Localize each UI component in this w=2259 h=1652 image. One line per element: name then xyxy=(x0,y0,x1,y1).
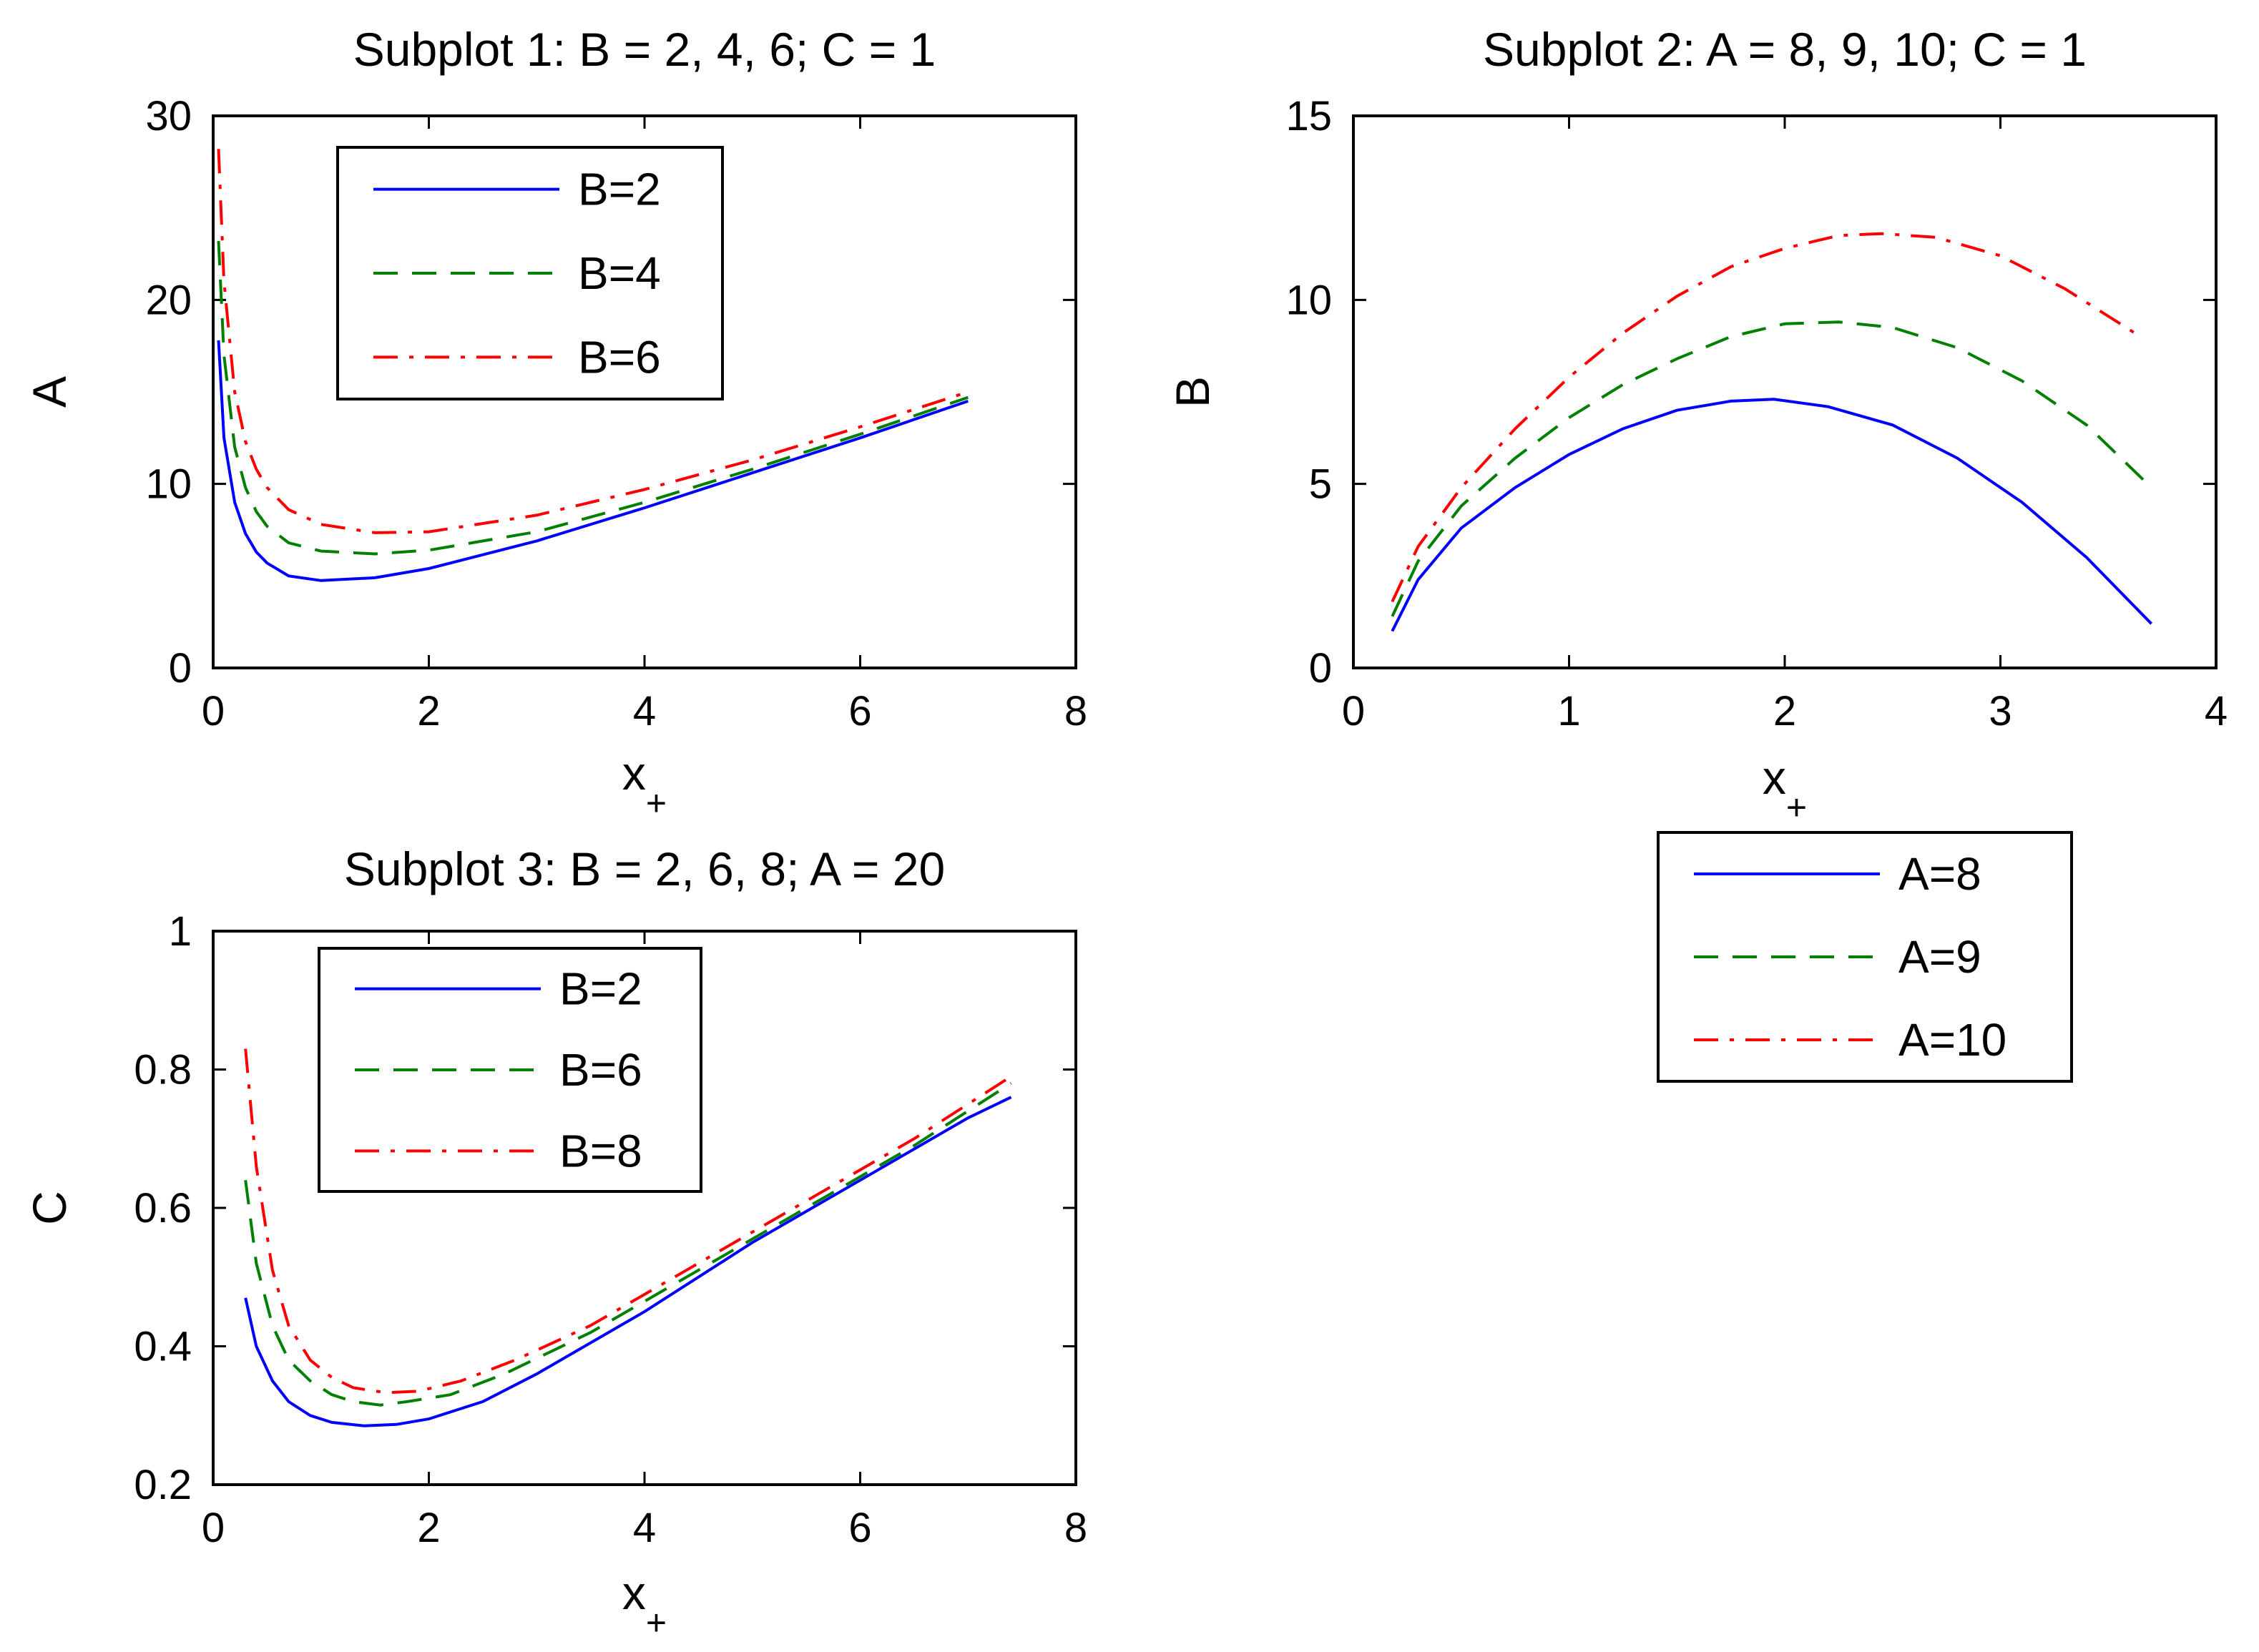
x-tick-label: 6 xyxy=(848,688,871,734)
x-tick-label: 2 xyxy=(1773,688,1796,734)
legend-label: B=6 xyxy=(559,1044,642,1096)
x-tick-label: 1 xyxy=(1557,688,1580,734)
x-tick-label: 8 xyxy=(1064,688,1087,734)
series-line-B=6 xyxy=(244,1082,1012,1407)
legend-label: B=8 xyxy=(559,1125,642,1176)
y-axis-label: A xyxy=(23,376,76,408)
legend-label: A=8 xyxy=(1898,848,1981,900)
subplot-1: 0 2 4 6 8 0 10 20 30 Subplot 1: B = 2, 4, 6; C = … xyxy=(23,23,1087,823)
y-tick-label: 0.4 xyxy=(134,1324,192,1370)
series-line-A=10 xyxy=(1391,232,2142,603)
y-tick-label: 10 xyxy=(145,461,192,508)
y-tick-label: 0.8 xyxy=(134,1047,192,1093)
plot-area xyxy=(1352,114,2218,669)
y-tick-label: 20 xyxy=(145,277,192,323)
subplot-2: 0 1 2 3 4 0 5 10 15 Subplot 2: A = 8, 9, 10; C = … xyxy=(1166,23,2228,1083)
x-tick-label: 4 xyxy=(633,1505,656,1551)
x-tick-label: 0 xyxy=(202,1505,225,1551)
series-line-B=8 xyxy=(244,1048,1012,1395)
x-tick-label: 0 xyxy=(1342,688,1365,734)
y-tick-label: 0.6 xyxy=(134,1185,192,1231)
series-line-B=2 xyxy=(217,340,969,582)
y-tick-label: 10 xyxy=(1285,277,1332,323)
x-axis-label: x+ xyxy=(622,747,667,823)
y-tick-label: 30 xyxy=(145,93,192,139)
series-line-B=6 xyxy=(217,149,969,534)
chart-title: Subplot 1: B = 2, 4, 6; C = 1 xyxy=(353,23,936,76)
y-tick-label: 0.2 xyxy=(134,1462,192,1508)
y-tick-label: 5 xyxy=(1309,461,1332,508)
series-line-A=8 xyxy=(1391,398,2153,632)
x-axis-label: x+ xyxy=(1763,751,1807,827)
x-axis-label: x+ xyxy=(622,1566,667,1643)
legend-label: B=2 xyxy=(578,164,661,215)
y-axis-label: C xyxy=(23,1191,76,1225)
x-tick-label: 6 xyxy=(848,1505,871,1551)
chart-title: Subplot 3: B = 2, 6, 8; A = 20 xyxy=(344,842,945,895)
legend-label: B=6 xyxy=(578,331,661,383)
chart-title: Subplot 2: A = 8, 9, 10; C = 1 xyxy=(1483,23,2087,76)
y-tick-label: 15 xyxy=(1285,93,1332,139)
legend-label: B=2 xyxy=(559,963,642,1015)
legend-label: B=4 xyxy=(578,247,661,299)
x-tick-label: 8 xyxy=(1064,1505,1087,1551)
series-line-B=2 xyxy=(244,1096,1012,1427)
x-tick-label: 3 xyxy=(1989,688,2011,734)
series-line-B=4 xyxy=(217,240,969,556)
x-tick-label: 4 xyxy=(633,688,656,734)
series-line-A=9 xyxy=(1391,320,2152,617)
subplot-3: 0 2 4 6 8 0.2 0.4 0.6 0.8 1 Subplot 3: B = 2, 6, 8… xyxy=(23,842,1087,1643)
y-tick-label: 0 xyxy=(169,645,192,692)
y-tick-label: 0 xyxy=(1309,645,1332,692)
x-tick-label: 2 xyxy=(417,1505,440,1551)
x-tick-label: 4 xyxy=(2205,688,2228,734)
y-tick-label: 1 xyxy=(169,908,192,955)
legend-label: A=10 xyxy=(1898,1014,2006,1066)
x-tick-label: 2 xyxy=(417,688,440,734)
legend-label: A=9 xyxy=(1898,931,1981,983)
x-tick-label: 0 xyxy=(202,688,225,734)
y-axis-label: B xyxy=(1166,376,1219,408)
